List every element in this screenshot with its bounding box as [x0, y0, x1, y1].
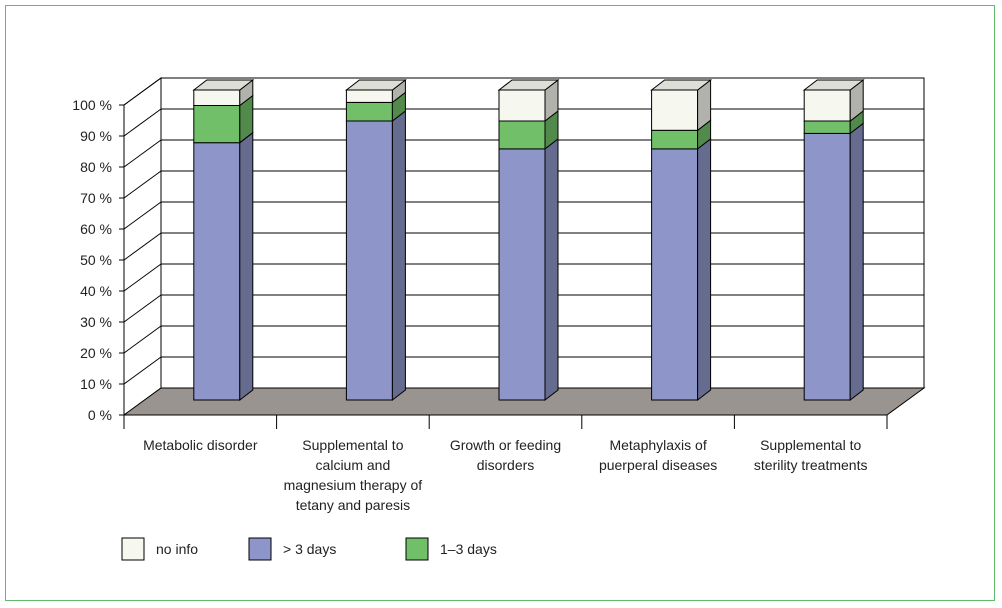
- legend-swatch: [405, 537, 429, 561]
- bar-segment-side: [239, 131, 254, 402]
- bar-segment: [651, 129, 699, 150]
- x-category-label: Supplemental to sterility treatments: [754, 437, 868, 473]
- bar-segment-side: [391, 109, 406, 402]
- bar-top: [650, 79, 713, 91]
- bar-segment: [345, 89, 393, 103]
- gridline-side: [123, 356, 162, 385]
- bar-top: [802, 79, 865, 91]
- y-tick-label: 100 %: [72, 97, 112, 113]
- gridline-side: [123, 170, 162, 199]
- legend-label: no info: [156, 541, 198, 557]
- legend-label: 1–3 days: [440, 541, 497, 557]
- bar-segment: [498, 89, 546, 122]
- bar-top: [497, 79, 560, 91]
- x-category-label: Supplemental to calcium and magnesium ther…: [284, 437, 423, 513]
- bar-stack: [802, 78, 865, 402]
- bar-segment: [193, 142, 241, 401]
- gridline-side: [123, 263, 162, 292]
- bar-segment: [498, 148, 546, 401]
- bar-top: [344, 79, 407, 91]
- legend-swatch: [248, 537, 272, 561]
- gridline-side: [123, 294, 162, 323]
- bar-segment: [193, 89, 241, 106]
- gridline-side: [123, 201, 162, 230]
- bar-segment-side: [544, 137, 559, 402]
- gridline-side: [123, 108, 162, 137]
- x-category-label: Metabolic disorder: [143, 437, 258, 453]
- y-tick-label: 90 %: [80, 128, 112, 144]
- x-category-label: Growth or feeding disorders: [450, 437, 561, 473]
- gridline-side: [123, 139, 162, 168]
- legend-swatch: [121, 537, 145, 561]
- gridline-side: [123, 325, 162, 354]
- y-tick-label: 40 %: [80, 283, 112, 299]
- bar-segment-side: [697, 137, 712, 402]
- x-axis: Metabolic disorder Supplemental to calcium…: [123, 414, 888, 513]
- y-tick-label: 80 %: [80, 159, 112, 175]
- bar-segment: [345, 120, 393, 401]
- bar-stack: [344, 78, 407, 402]
- bar-segment: [651, 148, 699, 401]
- y-axis: 0 % 10 % 20 % 30 % 40 % 50 % 60 % 70 % 80 % 90 % 1…: [72, 97, 125, 423]
- y-tick-label: 30 %: [80, 314, 112, 330]
- y-tick-label: 10 %: [80, 376, 112, 392]
- bar-segment-side: [849, 122, 864, 402]
- y-tick-label: 60 %: [80, 221, 112, 237]
- gridline-side: [123, 77, 162, 106]
- bar-top: [192, 79, 255, 91]
- bar-segment: [651, 89, 699, 131]
- y-tick-label: 50 %: [80, 252, 112, 268]
- bar-stack: [192, 78, 255, 402]
- y-tick-label: 70 %: [80, 190, 112, 206]
- chart-bars: [192, 78, 865, 402]
- bar-segment: [345, 101, 393, 122]
- legend: no info > 3 days 1–3 days: [121, 537, 497, 561]
- bar-segment: [498, 120, 546, 150]
- y-tick-label: 0 %: [88, 407, 112, 423]
- bar-segment: [803, 132, 851, 401]
- bar-segment: [803, 89, 851, 122]
- x-category-label: Metaphylaxis of puerperal diseases: [599, 437, 717, 473]
- bar-stack: [497, 78, 560, 402]
- bar-segment: [803, 120, 851, 134]
- legend-label: > 3 days: [283, 541, 336, 557]
- bar-segment: [193, 105, 241, 144]
- bar-stack: [650, 78, 713, 402]
- y-tick-label: 20 %: [80, 345, 112, 361]
- gridline-side: [123, 232, 162, 261]
